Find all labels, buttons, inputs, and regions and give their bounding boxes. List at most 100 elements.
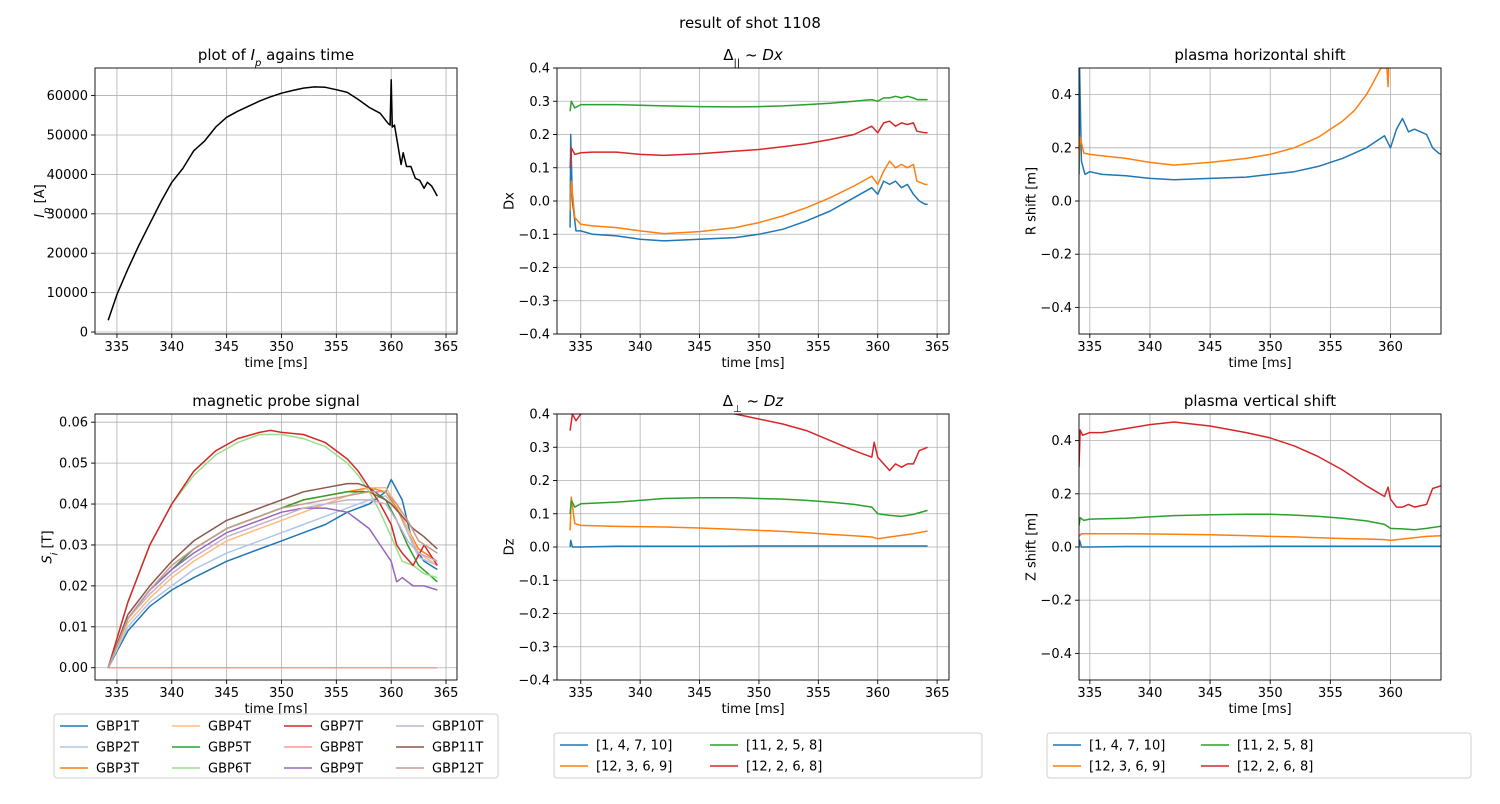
legend-label: [12, 2, 6, 8] (1237, 760, 1313, 775)
y-tick-label: 0.02 (59, 579, 88, 594)
series-line-gbp1t (107, 478, 438, 669)
y-tick-label: 0.3 (529, 441, 550, 456)
x-tick-label: 355 (1318, 340, 1343, 355)
x-tick-label: 350 (269, 686, 294, 701)
y-tick-label: 0 (80, 326, 88, 341)
y-tick-label: 0.2 (1051, 141, 1072, 156)
series-line-4 (1079, 421, 1441, 508)
x-tick-label: 360 (865, 686, 890, 701)
x-tick-label: 355 (806, 340, 831, 355)
x-tick-label: 340 (159, 340, 184, 355)
axes-title: magnetic probe signal (192, 392, 360, 410)
series-line-2 (569, 496, 928, 540)
legend-label: GBP3T (96, 762, 139, 777)
x-tick-label: 360 (865, 340, 890, 355)
x-tick-label: 340 (1138, 686, 1163, 701)
x-tick-label: 345 (687, 686, 712, 701)
x-tick-label: 345 (687, 340, 712, 355)
y-axis-label: R shift [m] (1025, 167, 1040, 235)
series-line-3 (1079, 513, 1441, 531)
y-tick-label: 0.01 (59, 620, 88, 635)
y-tick-label: 0.4 (1051, 88, 1072, 103)
y-tick-label: −0.3 (518, 640, 550, 655)
x-tick-label: 340 (628, 686, 653, 701)
legend-label: [12, 2, 6, 8] (746, 760, 822, 775)
plot-dz: 335 340 345 350 355 360 365 −0.4 −0.3 −0.2 −0.1 0.0… (503, 392, 983, 779)
plot-probes: 335 340 345 350 355 360 365 0.00 0.01 0.02 0.03 0.0… (41, 392, 499, 779)
y-tick-label: 0.2 (529, 128, 550, 143)
series-line-gbp6t (107, 433, 438, 668)
axes-frame (94, 413, 458, 681)
series-line-1 (569, 133, 928, 242)
y-tick-label: 0.0 (529, 541, 550, 556)
x-tick-label: 350 (1258, 340, 1283, 355)
legend-label: GBP10T (432, 720, 483, 735)
x-tick-label: 345 (214, 340, 239, 355)
y-tick-label: −0.1 (518, 574, 550, 589)
y-tick-label: 50000 (47, 128, 88, 143)
legend-label: GBP6T (208, 762, 251, 777)
y-tick-label: 0.0 (1051, 195, 1072, 210)
y-tick-label: −0.4 (1040, 301, 1072, 316)
series-line-gbp12t (107, 491, 438, 668)
y-tick-label: 0.0 (529, 195, 550, 210)
x-tick-label: 335 (568, 340, 593, 355)
legend-zshift: [1, 4, 7, 10] [12, 3, 6, 9] [11, 2, 5, 8] [… (1046, 732, 1472, 779)
y-tick-label: 0.4 (529, 408, 550, 423)
x-tick-label: 335 (105, 340, 130, 355)
y-tick-label: 0.1 (529, 507, 550, 522)
y-tick-label: 0.05 (59, 457, 88, 472)
legend-label: [1, 4, 7, 10] (1089, 739, 1165, 754)
plot-zshift: 335 340 345 350 355 360 −0.4 −0.2 0.0 0.2 0.4 plasm… (1025, 392, 1472, 779)
y-tick-label: 0.04 (59, 498, 88, 513)
x-tick-label: 350 (747, 686, 772, 701)
x-tick-label: 335 (1077, 340, 1102, 355)
series-line-1 (1079, 68, 1441, 181)
figure-suptitle: result of shot 1108 (679, 14, 821, 32)
legend-label: [1, 4, 7, 10] (596, 739, 672, 754)
x-tick-label: 360 (379, 686, 404, 701)
x-tick-label: 365 (925, 340, 950, 355)
x-tick-label: 335 (105, 686, 130, 701)
y-axis-label: Dx (503, 192, 518, 210)
y-tick-label: 0.4 (529, 62, 550, 77)
series-line-2 (1079, 532, 1441, 542)
x-tick-label: 345 (1198, 686, 1223, 701)
y-tick-label: 0.1 (529, 161, 550, 176)
y-tick-label: 0.0 (1051, 541, 1072, 556)
legend-label: GBP8T (320, 741, 363, 756)
y-tick-label: 0.2 (1051, 487, 1072, 502)
plot-rshift: 335 340 345 350 355 360 −0.4 −0.2 0.0 0.2 0.4 plasm… (1025, 46, 1442, 371)
x-tick-label: 355 (806, 686, 831, 701)
axes-title: Δ⊥ ~ Dz (723, 392, 785, 415)
series-line-1 (1079, 539, 1441, 548)
y-axis-label: Ip [A] (33, 184, 53, 217)
x-tick-label: 355 (1318, 686, 1343, 701)
y-tick-label: −0.4 (518, 674, 550, 689)
y-tick-label: 60000 (47, 89, 88, 104)
y-tick-label: 0.2 (529, 474, 550, 489)
series-line-4 (569, 414, 928, 472)
series-line-4 (569, 120, 928, 168)
y-tick-label: 0.3 (529, 95, 550, 110)
plot-dx: 335 340 345 350 355 360 365 −0.4 −0.3 −0.2 −0.1 0.0… (503, 46, 950, 371)
x-tick-label: 340 (1138, 340, 1163, 355)
series-line-1 (569, 539, 928, 548)
y-tick-label: 0.4 (1051, 434, 1072, 449)
y-tick-label: −0.4 (1040, 647, 1072, 662)
legend-probes: GBP1T GBP2T GBP3T GBP4T GBP5T GBP6T GBP7T GBP8T… (53, 713, 499, 779)
y-tick-label: −0.2 (1040, 248, 1072, 263)
series-line-gbp11t (107, 482, 438, 668)
legend-dz: [1, 4, 7, 10] [12, 3, 6, 9] [11, 2, 5, 8] [… (553, 732, 983, 779)
x-tick-label: 365 (434, 340, 459, 355)
series-line-gbp7t (107, 429, 438, 668)
x-tick-label: 350 (269, 340, 294, 355)
x-tick-label: 350 (1258, 686, 1283, 701)
legend-label: GBP12T (432, 762, 483, 777)
y-tick-label: 0.03 (59, 538, 88, 553)
x-axis-label: time [ms] (244, 356, 307, 371)
series-line-3 (569, 95, 928, 112)
x-tick-label: 345 (214, 686, 239, 701)
